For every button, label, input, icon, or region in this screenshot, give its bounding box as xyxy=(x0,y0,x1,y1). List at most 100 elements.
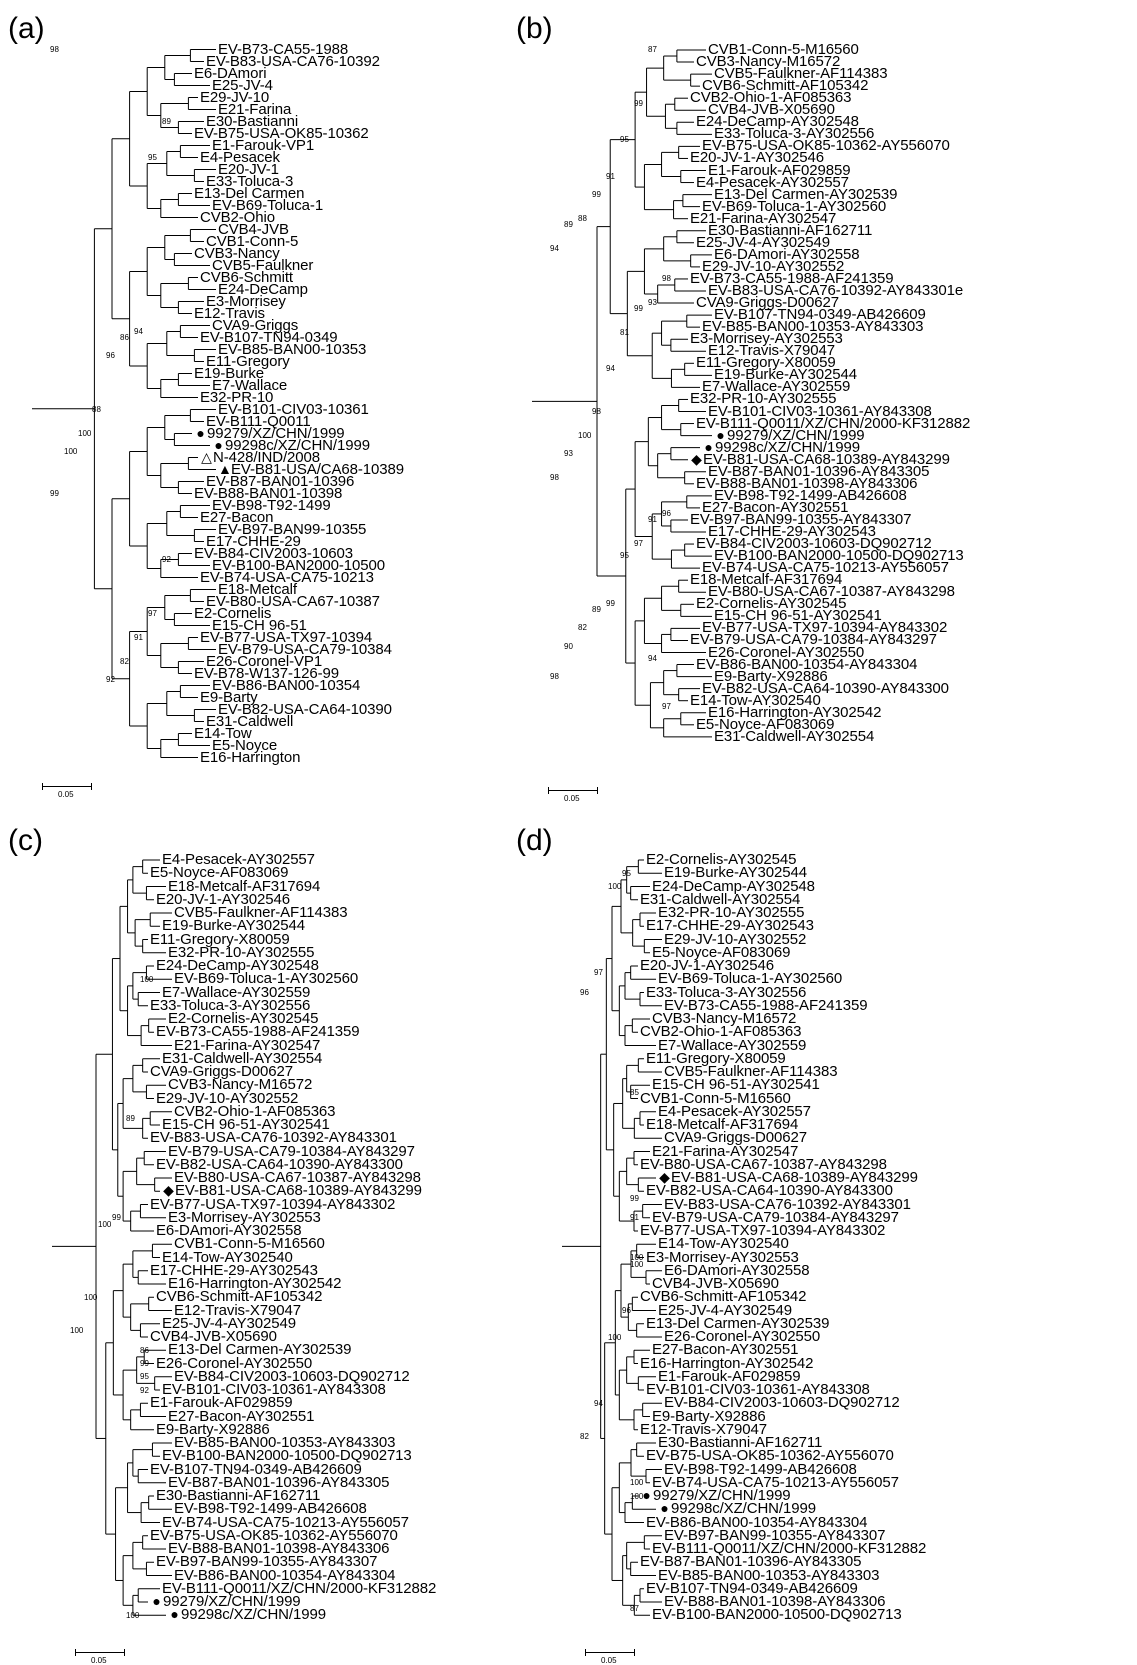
tree-leaf: E21-Farina-AY302547 xyxy=(652,1144,798,1159)
tree-leaf: E4-Pesacek xyxy=(200,150,280,165)
tree-leaf: CVB6-Schmitt xyxy=(200,268,293,286)
leaf-label: EV-B75-USA-OK85-10362 xyxy=(194,124,369,142)
leaf-label: E17-CHHE-29-AY302543 xyxy=(646,917,814,935)
leaf-label: E16-Harrington xyxy=(200,748,301,766)
tree-leaf: E16-Harrington-AY302542 xyxy=(168,1276,341,1291)
tree-leaf: E6-DAmori-AY302558 xyxy=(156,1223,302,1238)
leaf-label: E3-Morrisey-AY302553 xyxy=(646,1248,799,1266)
leaf-label: EV-B74-USA-CA75-10213-AY556057 xyxy=(162,1513,409,1531)
tree-leaf: E3-Morrisey-AY302553 xyxy=(646,1248,799,1266)
leaf-label: EV-B75-USA-OK85-10362-AY556070 xyxy=(150,1526,398,1544)
tree-leaf: E7-Wallace-AY302559 xyxy=(658,1038,806,1053)
tree-leaf: EV-B75-USA-OK85-10362-AY556070 xyxy=(150,1526,398,1544)
leaf-label: EV-B87-BAN01-10396-AY843305 xyxy=(640,1553,862,1571)
leaf-label: E3-Morrisey xyxy=(206,292,286,310)
tree-leaf: EV-B75-USA-OK85-10362-AY556070 xyxy=(702,138,950,153)
tree-leaf: E21-Farina-AY302547 xyxy=(690,211,836,226)
tree-leaf: EV-B97-BAN99-10355-AY843307 xyxy=(664,1528,885,1543)
tree-leaf: EV-B85-BAN00-10353-AY843303 xyxy=(702,319,923,334)
leaf-label: E15-CH 96-51-AY302541 xyxy=(652,1076,820,1094)
leaf-label: E11-Gregory-X80059 xyxy=(646,1049,786,1067)
tree-leaf: ● 99279/XZ/CHN/1999 xyxy=(714,428,864,443)
tree-leaf: ◆EV-B81-USA-CA68-10389-AY843299 xyxy=(658,1169,918,1186)
leaf-label: EV-B74-USA-CA75-10213-AY556057 xyxy=(702,559,949,577)
leaf-label: E4-Pesacek-AY302557 xyxy=(696,173,849,191)
tree-leaf: △N-428/IND/2008 xyxy=(200,448,320,465)
bootstrap-value: 94 xyxy=(134,326,143,336)
tree-leaf: E24-DeCamp-AY302548 xyxy=(156,958,319,973)
tree-leaf: EV-B107-TN94-0349-AB426609 xyxy=(646,1581,858,1596)
tree-leaf: E12-Travis-X79047 xyxy=(174,1303,301,1318)
leaf-label: E2-Cornelis-AY302545 xyxy=(168,1010,319,1027)
leaf-label: E1-Farouk-AF029859 xyxy=(150,1394,293,1412)
tree-leaf: CVB3-Nancy xyxy=(194,246,280,261)
tree-leaf: E29-JV-10-AY302552 xyxy=(664,932,806,947)
leaf-label: E2-Cornelis-AY302545 xyxy=(696,595,847,613)
tree-leaf: E27-Bacon-AY302551 xyxy=(702,500,848,515)
leaf-label: E15-CH 96-51-AY302541 xyxy=(162,1116,330,1133)
bootstrap-value: 99 xyxy=(634,304,643,314)
leaf-label: E9-Barty xyxy=(200,688,258,706)
leaf-label: EV-B77-USA-TX97-10394-AY843302 xyxy=(702,619,948,637)
tree-leaf: EV-B107-TN94-0349-AB426609 xyxy=(150,1462,362,1477)
leaf-label: E24-DeCamp-AY302548 xyxy=(696,113,859,131)
leaf-marker: ▲ xyxy=(218,460,232,477)
leaf-label: EV-B73-CA55-1988-AF241359 xyxy=(156,1023,360,1041)
panel-label: (c) xyxy=(8,824,43,857)
tree-leaf: EV-B87-BAN01-10396 xyxy=(206,474,354,489)
tree-leaf: EV-B73-CA55-1988 xyxy=(218,42,348,57)
leaf-label: E18-Metcalf xyxy=(218,580,297,598)
leaf-label: EV-B81-USA-CA68-10389-AY843299 xyxy=(671,1169,918,1186)
leaf-label: EV-B75-USA-OK85-10362-AY556070 xyxy=(646,1447,894,1465)
leaf-marker: △ xyxy=(201,448,212,465)
bootstrap-value: 88 xyxy=(578,213,587,223)
tree-leaf: ● 99298c/XZ/CHN/1999 xyxy=(168,1606,326,1624)
leaf-label: E11-Gregory-X80059 xyxy=(696,354,836,372)
tree-leaf: EV-B69-Toluca-1-AY302560 xyxy=(658,971,842,986)
tree-leaf: EV-B79-USA-CA79-10384-AY843297 xyxy=(690,632,937,647)
tree-leaf: E11-Gregory-X80059 xyxy=(696,354,836,372)
tree-leaf: EV-B87-BAN01-10396-AY843305 xyxy=(640,1553,862,1571)
leaf-label: EV-B97-BAN99-10355-AY843307 xyxy=(156,1553,378,1571)
leaf-label: EV-B84-CIV2003-10603-DQ902712 xyxy=(664,1394,900,1412)
leaf-label: CVB2-Ohio-1-AF085363 xyxy=(690,89,852,107)
leaf-label: CVB4-JVB-X05690 xyxy=(652,1275,779,1292)
tree-leaf: ● 99279/XZ/CHN/1999 xyxy=(194,426,344,441)
tree-leaf: E2-Cornelis-AY302545 xyxy=(646,851,797,868)
tree-leaf: E1-Farouk-AF029859 xyxy=(708,163,851,178)
leaf-label: E26-Coronel-AY302550 xyxy=(664,1328,821,1345)
tree-leaf: ● 99298c/XZ/CHN/1999 xyxy=(658,1501,816,1516)
tree-leaf: CVB4-JVB xyxy=(218,222,289,237)
tree-leaf: EV-B111-Q0011/XZ/CHN/2000-KF312882 xyxy=(162,1581,436,1596)
leaf-label: 99279/XZ/CHN/1999 xyxy=(163,1593,301,1610)
tree-leaf: E19-Burke-AY302544 xyxy=(162,918,305,933)
tree-leaf: E6-DAmori-AY302558 xyxy=(714,247,860,262)
tree-leaf: CVB5-Faulkner-AF114383 xyxy=(664,1064,838,1079)
leaf-label: E25-JV-4 xyxy=(212,76,273,94)
tree-leaf: EV-B97-BAN99-10355 xyxy=(218,522,366,537)
leaf-label: EV-B107-TN94-0349 xyxy=(200,328,338,346)
tree-leaf: CVB2-Ohio-1-AF085363 xyxy=(690,89,852,107)
leaf-label: EV-B111-Q0011 xyxy=(206,412,311,430)
leaf-label: EV-B73-CA55-1988-AF241359 xyxy=(664,996,868,1014)
leaf-label: E2-Cornelis-AY302545 xyxy=(646,851,797,868)
leaf-label: EV-B74-USA-CA75-10213 xyxy=(200,568,374,586)
leaf-label: EV-B84-CIV2003-10603 xyxy=(194,544,353,562)
leaf-label: E9-Barty-X92886 xyxy=(652,1407,766,1425)
leaf-label: EV-B88-BAN01-10398-AY843306 xyxy=(696,474,918,492)
leaf-label: E1-Farouk-VP1 xyxy=(212,136,315,154)
leaf-label: CVB6-Schmitt xyxy=(200,268,293,286)
tree-leaf: CVA9-Griggs-D00627 xyxy=(664,1130,807,1145)
tree-leaf: CVB4-JVB-X05690 xyxy=(150,1329,277,1344)
bootstrap-value: 91 xyxy=(630,1213,639,1223)
tree-leaf: EV-B74-USA-CA75-10213 xyxy=(200,568,374,586)
leaf-label: 99298c/XZ/CHN/1999 xyxy=(181,1606,326,1624)
tree-leaf: EV-B75-USA-OK85-10362-AY556070 xyxy=(646,1447,894,1465)
tree-leaf: E17-CHHE-29-AY302543 xyxy=(646,917,814,935)
leaf-label: CVA9-Griggs-D00627 xyxy=(150,1063,293,1080)
leaf-label: EV-B69-Toluca-1-AY302560 xyxy=(702,197,887,215)
leaf-label: EV-B87-BAN01-10396-AY843305 xyxy=(708,462,930,480)
tree-leaf: E30-Bastianni-AF162711 xyxy=(708,223,872,238)
bootstrap-value: 100 xyxy=(64,446,78,456)
